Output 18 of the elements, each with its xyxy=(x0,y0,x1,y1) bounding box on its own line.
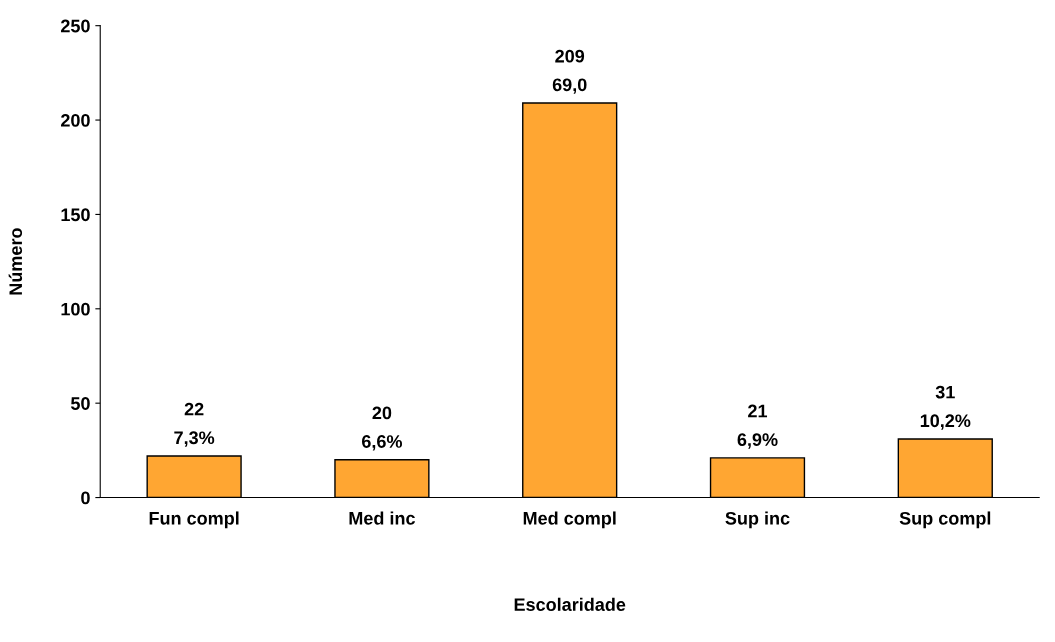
y-tick-label: 200 xyxy=(61,113,90,127)
y-tick-label: 150 xyxy=(61,208,90,222)
data-label: 20 6,6% xyxy=(361,406,403,451)
x-axis-title: Escolaridade xyxy=(514,597,626,611)
y-axis-title: Número xyxy=(8,228,23,295)
data-label: 31 10,2% xyxy=(920,385,971,430)
x-tick-label: Med inc xyxy=(349,511,415,525)
y-tick-label: 250 xyxy=(61,19,90,33)
data-label: 209 69,0 xyxy=(552,49,587,94)
x-tick-label: Sup inc xyxy=(725,511,790,529)
data-label: 21 6,9% xyxy=(737,404,778,449)
x-tick-label: Sup compl xyxy=(899,511,991,529)
y-tick-label: 50 xyxy=(70,397,90,410)
data-label: 22 7,3% xyxy=(174,402,215,447)
y-tick-label: 100 xyxy=(61,302,90,316)
y-tick-label: 0 xyxy=(81,491,90,505)
x-tick-label: Fun compl xyxy=(149,511,239,529)
x-tick-label: Med compl xyxy=(523,511,616,529)
